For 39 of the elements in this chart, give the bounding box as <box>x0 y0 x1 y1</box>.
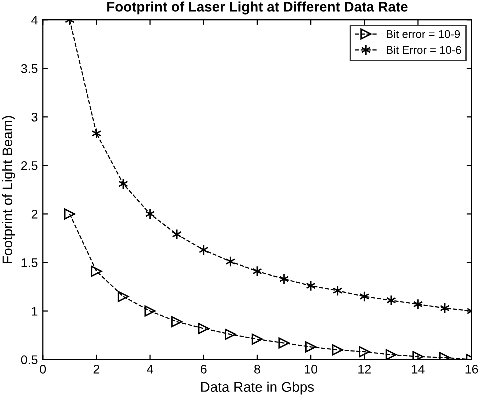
point <box>118 291 130 302</box>
legend-label: Bit Error = 10-6 <box>387 46 462 54</box>
point <box>172 229 182 240</box>
point <box>225 329 236 340</box>
y-tick-label: 3.5 <box>21 64 38 74</box>
legend-label: Bit error = 10-9 <box>387 30 460 38</box>
point <box>413 298 424 310</box>
point <box>64 208 76 220</box>
point <box>386 295 396 306</box>
y-tick-label: 4 <box>32 16 38 25</box>
x-tick-label: 0 <box>40 364 46 374</box>
y-axis-title: Footprint of Light Beam) <box>2 116 16 264</box>
point <box>198 323 210 334</box>
point <box>91 266 102 278</box>
x-tick-label: 10 <box>305 364 318 374</box>
x-tick-label: 14 <box>412 365 425 374</box>
x-tick-label: 8 <box>254 364 260 374</box>
point <box>172 316 183 328</box>
point <box>386 349 397 360</box>
point <box>332 344 344 356</box>
y-tick-label: 3 <box>32 112 38 122</box>
y-tick-label: 1 <box>32 307 38 316</box>
y-tick-label: 1.5 <box>22 258 38 268</box>
y-tick-label: 0.5 <box>21 356 38 364</box>
point <box>252 334 264 345</box>
chart-title: Footprint of Laser Light at Different Data Rate <box>108 2 408 15</box>
point <box>412 351 424 360</box>
y-tick-label: 2 <box>32 210 38 219</box>
x-tick-label: 16 <box>466 364 478 374</box>
point <box>144 306 156 317</box>
x-tick-label: 12 <box>358 364 371 374</box>
point <box>305 342 317 353</box>
x-tick-label: 4 <box>147 365 154 374</box>
x-axis-title: Data Rate in Gbps <box>201 382 314 395</box>
x-tick-label: 2 <box>94 364 100 374</box>
x-tick-label: 6 <box>201 364 207 374</box>
y-tick-label: 2.5 <box>22 161 38 170</box>
point <box>359 346 370 358</box>
point <box>278 338 290 349</box>
